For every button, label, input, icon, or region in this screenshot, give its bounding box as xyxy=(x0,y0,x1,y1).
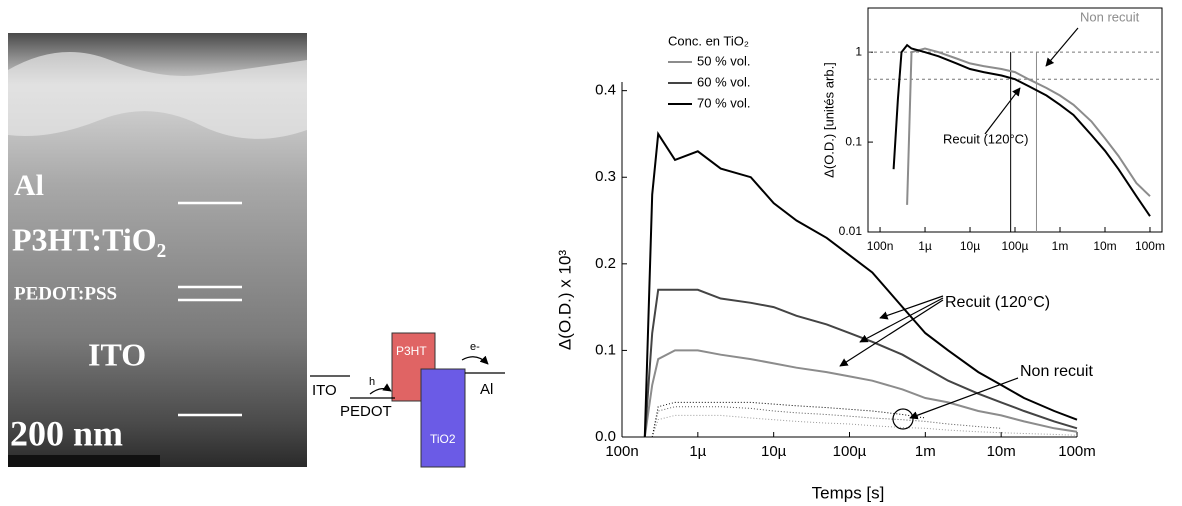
layer-label: Al xyxy=(14,169,44,202)
series-line xyxy=(892,43,1151,217)
series-line xyxy=(651,401,926,438)
annotation: Non recuit xyxy=(1080,9,1140,24)
band-label: ITO xyxy=(312,382,337,399)
x-tick-label: 100µ xyxy=(833,443,867,460)
tio2-band xyxy=(420,368,466,468)
x-tick-label: 1m xyxy=(915,443,936,460)
x-tick-label: 100m xyxy=(1058,443,1096,460)
x-tick-label: 10µ xyxy=(761,443,787,460)
legend-title: Conc. en TiO₂ xyxy=(668,33,749,48)
scale-strip xyxy=(8,455,160,467)
x-tick-label: 10m xyxy=(987,443,1016,460)
y-axis-label: Δ(O.D.) [unités arb.] xyxy=(821,62,836,178)
y-tick-label: 0.1 xyxy=(595,341,616,358)
plot-frame xyxy=(867,7,1163,233)
annotation: Non recuit xyxy=(1020,363,1093,380)
band-label: e- xyxy=(470,341,480,353)
x-tick-label: 100n xyxy=(867,239,894,253)
scale-bar-label: 200 nm xyxy=(10,413,123,453)
layer-label: P3HT:TiO₂ xyxy=(12,221,166,257)
series-line xyxy=(643,131,1078,438)
y-tick-label: 0.2 xyxy=(595,255,616,272)
y-tick-label: 1 xyxy=(855,44,862,58)
y-tick-label: 0.1 xyxy=(845,134,862,148)
legend-label: 50 % vol. xyxy=(697,53,750,68)
series-line xyxy=(651,406,1002,438)
x-tick-label: 1µ xyxy=(918,239,932,253)
y-tick-label: 0.3 xyxy=(595,168,616,185)
layer-label: ITO xyxy=(88,336,146,372)
x-tick-label: 1µ xyxy=(689,443,706,460)
y-axis-label: Δ(O.D.) x 10³ xyxy=(555,250,574,350)
band-label: Al xyxy=(480,381,493,398)
x-tick-label: 10m xyxy=(1093,239,1116,253)
sem-top-layer xyxy=(8,52,307,139)
x-tick-label: 100n xyxy=(605,443,638,460)
layer-lines xyxy=(178,201,242,417)
annotation: Recuit (120°C) xyxy=(943,131,1028,146)
legend-label: 60 % vol. xyxy=(697,74,750,89)
y-tick-label: 0.0 xyxy=(595,428,616,445)
layer-label: PEDOT:PSS xyxy=(14,283,117,304)
series-line xyxy=(906,47,1151,205)
x-tick-label: 100µ xyxy=(1002,239,1029,253)
annotation: Recuit (120°C) xyxy=(945,294,1050,311)
series-line xyxy=(643,288,1078,438)
x-tick-label: 1m xyxy=(1052,239,1069,253)
annotation-arrows xyxy=(839,27,1079,430)
x-axis-label: Temps [s] xyxy=(812,483,885,502)
band-label: h xyxy=(369,376,375,388)
band-label: PEDOT xyxy=(340,403,392,420)
legend-label: 70 % vol. xyxy=(697,95,750,110)
band-label: P3HT xyxy=(396,344,427,358)
series-line xyxy=(643,349,1078,438)
series-line xyxy=(651,414,1078,438)
y-tick-label: 0.01 xyxy=(839,224,863,238)
x-tick-label: 10µ xyxy=(960,239,980,253)
band-lines xyxy=(310,355,505,399)
x-tick-label: 100m xyxy=(1135,239,1165,253)
y-tick-label: 0.4 xyxy=(595,82,616,99)
band-label: TiO2 xyxy=(430,432,456,446)
